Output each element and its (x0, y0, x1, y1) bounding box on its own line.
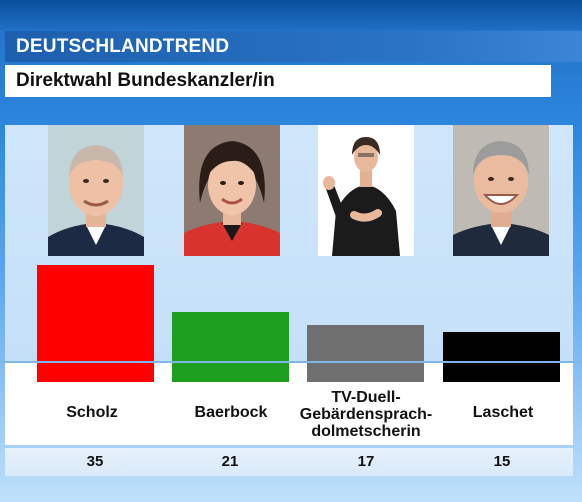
page-title: DEUTSCHLANDTREND (5, 31, 582, 62)
chart-subtitle: Direktwahl Bundeskanzler/in (5, 65, 551, 97)
value-label-scholz: 35 (86, 453, 104, 470)
top-strip (0, 0, 582, 30)
value-panel (5, 448, 573, 476)
portrait-laschet (453, 125, 549, 256)
category-label-laschet: Laschet (472, 404, 534, 421)
category-label-scholz: Scholz (66, 404, 118, 421)
value-label-baerbock: 21 (221, 453, 239, 470)
bar-baerbock (172, 312, 289, 382)
category-label-interpreter: TV-Duell- Gebärdensprach- dolmetscherin (299, 389, 433, 440)
portrait-scholz (48, 125, 144, 256)
bar-laschet (443, 332, 560, 382)
portrait-interpreter (318, 125, 414, 256)
category-label-baerbock: Baerbock (194, 404, 268, 421)
chart-baseline (0, 361, 582, 363)
portrait-baerbock (184, 125, 280, 256)
value-label-interpreter: 17 (357, 453, 375, 470)
bar-interpreter (307, 325, 424, 382)
bar-scholz (37, 265, 154, 382)
value-label-laschet: 15 (493, 453, 511, 470)
